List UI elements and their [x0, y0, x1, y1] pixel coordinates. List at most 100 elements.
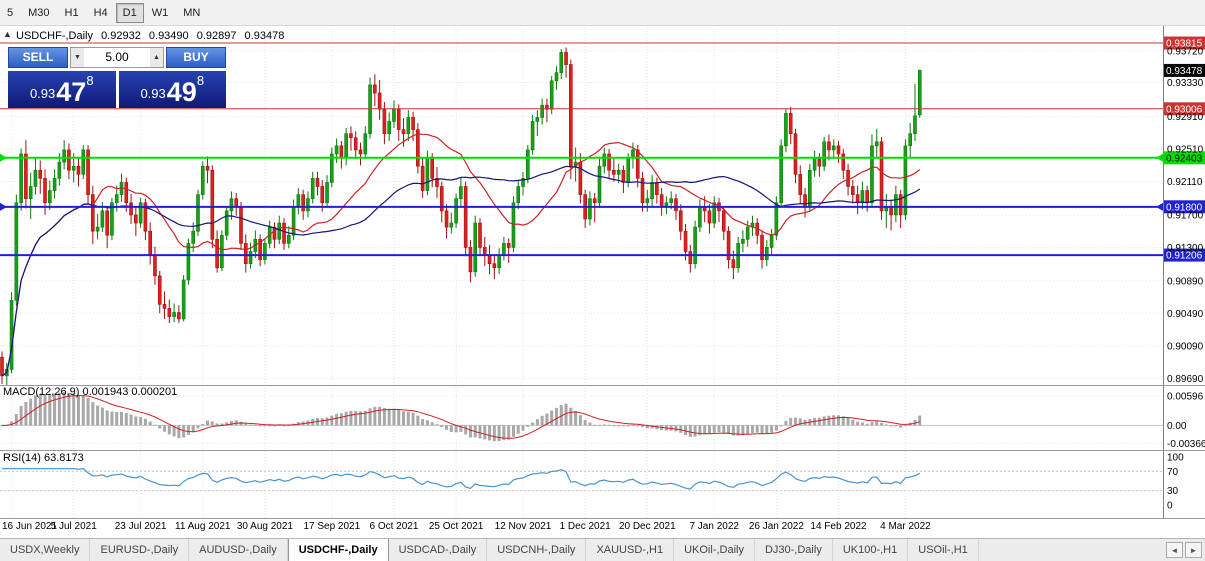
svg-text:0.93720: 0.93720 [1167, 46, 1204, 57]
tabs-scroll-left-icon[interactable]: ◄ [1166, 542, 1183, 558]
ohlc-low: 0.92897 [196, 30, 237, 42]
buy-button[interactable]: BUY [166, 47, 226, 68]
svg-text:11 Aug 2021: 11 Aug 2021 [175, 521, 231, 532]
svg-text:0.89690: 0.89690 [1167, 374, 1204, 385]
svg-text:0.92510: 0.92510 [1167, 145, 1204, 156]
svg-text:0.90490: 0.90490 [1167, 309, 1204, 320]
tab-scroll-controls: ◄ ► [1166, 539, 1205, 561]
svg-text:0.93006: 0.93006 [1166, 104, 1203, 115]
price-chart-canvas[interactable]: 0.938150.930060.924030.918000.912060.934… [0, 26, 1205, 538]
tab-usdchf-daily[interactable]: USDCHF-,Daily [287, 539, 389, 561]
tab-usdcad-daily[interactable]: USDCAD-,Daily [389, 539, 488, 561]
svg-text:0: 0 [1167, 501, 1173, 512]
price-badge: 0.91800 [1164, 200, 1205, 214]
buy-price-prefix: 0.93 [140, 86, 166, 101]
price-badge: 0.93815 [1164, 36, 1205, 50]
svg-text:0.90090: 0.90090 [1167, 341, 1204, 352]
svg-text:5 Jul 2021: 5 Jul 2021 [51, 521, 98, 532]
ohlc-open: 0.92932 [101, 30, 141, 42]
svg-text:0.91700: 0.91700 [1167, 210, 1204, 221]
price-badge: 0.91206 [1164, 248, 1205, 262]
timeframe-m30-button[interactable]: M30 [21, 3, 56, 23]
timeframe-h1-button[interactable]: H1 [58, 3, 86, 23]
tab-usdcnh-daily[interactable]: USDCNH-,Daily [487, 539, 587, 561]
tab-usdx-weekly[interactable]: USDX,Weekly [0, 539, 91, 561]
svg-text:17 Sep 2021: 17 Sep 2021 [303, 521, 360, 532]
svg-text:0.91300: 0.91300 [1167, 243, 1204, 254]
svg-text:70: 70 [1167, 467, 1179, 478]
svg-text:0.00596: 0.00596 [1167, 392, 1204, 403]
svg-text:0.93815: 0.93815 [1166, 39, 1203, 50]
sell-button[interactable]: SELL [8, 47, 68, 68]
buy-price-display[interactable]: 0.93 49 8 [118, 71, 226, 108]
rsi-line [2, 467, 921, 490]
buy-price-pips: 49 [166, 77, 197, 107]
moving-averages [1, 133, 921, 377]
tab-eurusd-daily[interactable]: EURUSD-,Daily [90, 539, 190, 561]
timeframe-m5-button[interactable]: 5 [0, 3, 20, 23]
svg-text:14 Feb 2022: 14 Feb 2022 [810, 521, 867, 532]
volume-increase-button[interactable]: ▲ [150, 48, 163, 67]
timeframe-d1-button[interactable]: D1 [115, 2, 144, 23]
price-badge: 0.93478 [1164, 63, 1205, 77]
sell-price-display[interactable]: 0.93 47 8 [8, 71, 116, 108]
ohlc-high: 0.93490 [148, 30, 189, 42]
svg-text:1 Dec 2021: 1 Dec 2021 [560, 521, 612, 532]
tab-usoil-h1[interactable]: USOil-,H1 [908, 539, 979, 561]
timeframe-h4-button[interactable]: H4 [87, 3, 115, 23]
macd-histogram [0, 392, 922, 442]
buy-price-point: 8 [196, 73, 205, 88]
price-badge: 0.92403 [1164, 151, 1205, 165]
chart-tabs-bar: USDX,Weekly EURUSD-,Daily AUDUSD-,Daily … [0, 538, 1205, 561]
svg-text:23 Jul 2021: 23 Jul 2021 [115, 521, 167, 532]
horizontal-levels[interactable] [0, 42, 1163, 257]
sell-price-point: 8 [86, 73, 94, 88]
svg-text:12 Nov 2021: 12 Nov 2021 [495, 521, 552, 532]
svg-text:30: 30 [1167, 486, 1179, 497]
tab-dj30-daily[interactable]: DJ30-,Daily [755, 539, 833, 561]
tab-ukoil-daily[interactable]: UKOil-,Daily [674, 539, 755, 561]
svg-text:0.92110: 0.92110 [1167, 177, 1203, 188]
ohlc-close: 0.93478 [244, 30, 285, 42]
svg-text:6 Oct 2021: 6 Oct 2021 [369, 521, 418, 532]
one-click-trading-panel: SELL ▼ 5.00 ▲ BUY 0.93 47 8 0.93 49 8 [8, 47, 226, 108]
timeframe-toolbar: 5 M30 H1 H4 D1 W1 MN [0, 0, 1205, 26]
one-click-panel-toggle-icon[interactable]: ▲ [3, 29, 12, 39]
rsi-indicator-label: RSI(14) 63.8173 [3, 452, 84, 464]
timeframe-w1-button[interactable]: W1 [145, 3, 176, 23]
svg-text:0.93330: 0.93330 [1167, 78, 1204, 89]
timeframe-mn-button[interactable]: MN [176, 3, 207, 23]
volume-control: ▼ 5.00 ▲ [70, 47, 164, 68]
svg-text:0.00: 0.00 [1167, 421, 1187, 432]
tab-xauusd-h1[interactable]: XAUUSD-,H1 [586, 539, 675, 561]
ohlc-header: USDCHF-,Daily 0.92932 0.93490 0.92897 0.… [16, 30, 289, 42]
svg-text:-0.00366: -0.00366 [1167, 439, 1205, 450]
chart-symbol-period: USDCHF-,Daily [16, 30, 93, 42]
ma-45-line [1, 165, 921, 377]
sell-price-prefix: 0.93 [29, 86, 56, 101]
svg-text:0.91800: 0.91800 [1166, 202, 1203, 213]
svg-text:0.93478: 0.93478 [1166, 66, 1203, 77]
macd-indicator-label: MACD(12,26,9) 0.001943 0.000201 [3, 386, 178, 398]
svg-text:30 Aug 2021: 30 Aug 2021 [237, 521, 294, 532]
macd-signal-line [1, 395, 920, 439]
svg-text:0.90890: 0.90890 [1167, 276, 1204, 287]
volume-decrease-button[interactable]: ▼ [71, 48, 84, 67]
tabs-scroll-right-icon[interactable]: ► [1185, 542, 1202, 558]
tab-uk100-h1[interactable]: UK100-,H1 [833, 539, 909, 561]
sell-price-pips: 47 [56, 77, 87, 107]
svg-text:0.92403: 0.92403 [1166, 153, 1203, 164]
svg-text:100: 100 [1167, 453, 1184, 464]
svg-text:0.92910: 0.92910 [1167, 112, 1204, 123]
svg-text:4 Mar 2022: 4 Mar 2022 [880, 521, 931, 532]
svg-text:25 Oct 2021: 25 Oct 2021 [429, 521, 484, 532]
price-axis[interactable]: 0.93720 0.93330 0.92910 0.92510 0.92110 0.917… [1167, 46, 1205, 511]
price-badge: 0.93006 [1164, 102, 1205, 116]
svg-text:0.91206: 0.91206 [1166, 251, 1203, 262]
svg-text:26 Jan 2022: 26 Jan 2022 [749, 521, 804, 532]
volume-input[interactable]: 5.00 [105, 50, 129, 64]
tab-audusd-daily[interactable]: AUDUSD-,Daily [189, 539, 288, 561]
ma-20-line [1, 133, 921, 377]
